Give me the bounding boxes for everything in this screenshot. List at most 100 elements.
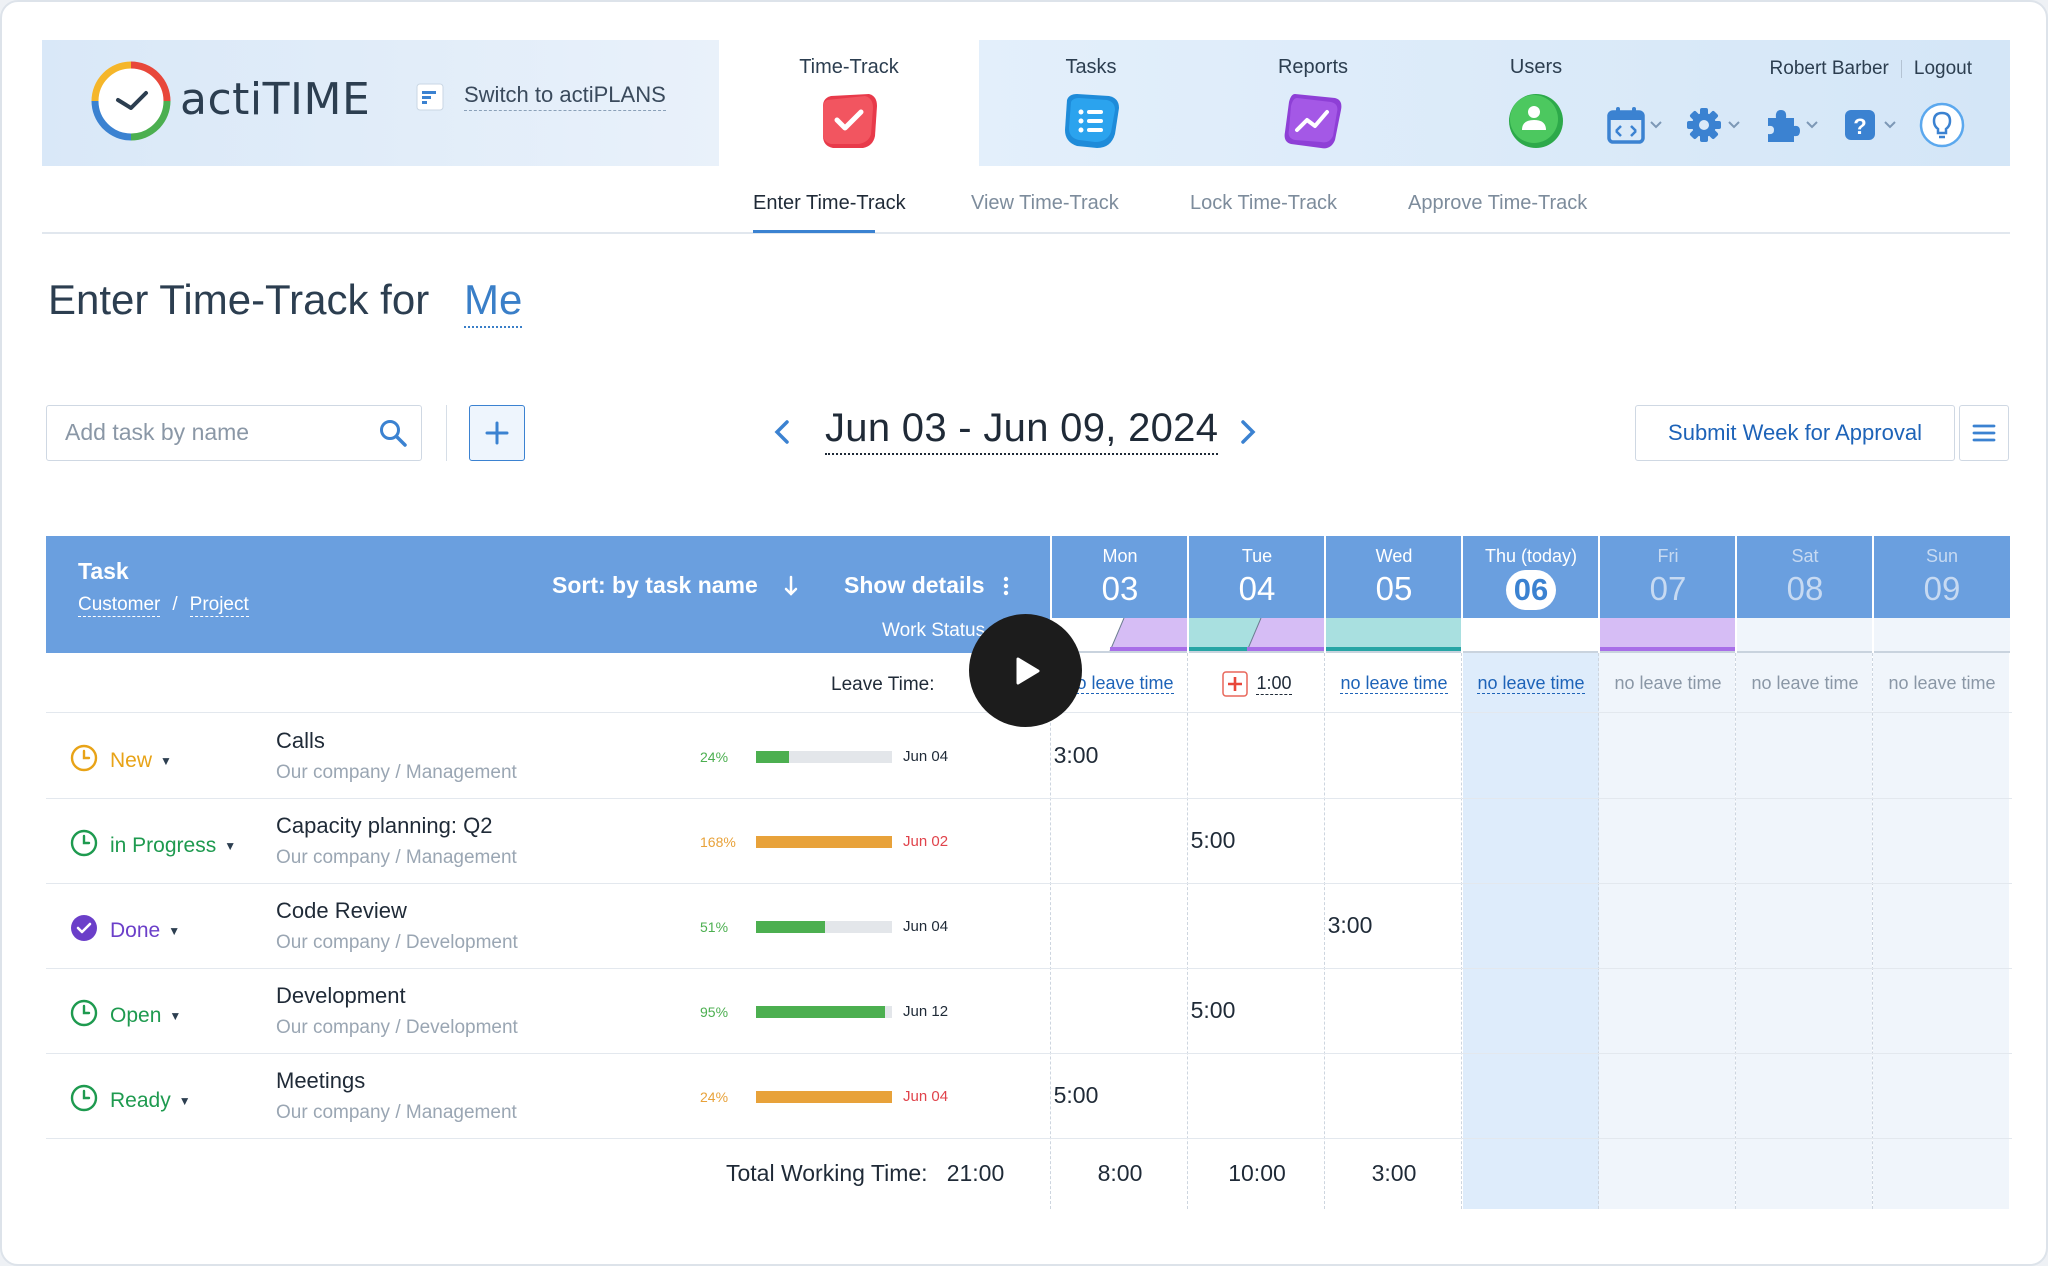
lightbulb-icon bbox=[1919, 102, 1965, 148]
play-icon bbox=[1016, 657, 1039, 684]
status-selector[interactable]: Open ▼ bbox=[70, 999, 181, 1033]
toolbar-divider bbox=[446, 405, 447, 461]
tab-reports[interactable]: Reports bbox=[1233, 56, 1393, 152]
subtab-approve-time-track[interactable]: Approve Time-Track bbox=[1408, 192, 1588, 214]
status-selector[interactable]: Done ▼ bbox=[70, 914, 180, 948]
status-label: in Progress bbox=[110, 834, 217, 857]
progress-fill bbox=[756, 1006, 886, 1018]
leave-value[interactable]: 1:00 bbox=[1256, 673, 1292, 695]
table-row: Done ▼ Code Review Our company / Developmen… bbox=[46, 884, 2012, 969]
task-name[interactable]: Code Review bbox=[276, 898, 407, 923]
video-play-button[interactable] bbox=[969, 614, 1082, 727]
progress-percent: 24% bbox=[700, 1089, 729, 1105]
user-name[interactable]: Robert Barber bbox=[1769, 58, 1889, 79]
day-header-thu-today: Thu (today) 06 bbox=[1463, 536, 1599, 653]
grid-line bbox=[1324, 653, 1325, 1209]
search-icon[interactable] bbox=[379, 419, 407, 452]
day-number: 04 bbox=[1238, 570, 1276, 607]
status-clock-icon bbox=[70, 999, 98, 1033]
time-cell[interactable]: 5:00 bbox=[1190, 827, 1236, 853]
leave-entry-icon bbox=[1222, 671, 1249, 697]
time-cell[interactable]: 3:00 bbox=[1327, 912, 1373, 938]
total-mon: 8:00 bbox=[1097, 1160, 1143, 1186]
task-name[interactable]: Meetings bbox=[276, 1068, 366, 1093]
day-header-tue: Tue 04 bbox=[1189, 536, 1325, 653]
status-selector[interactable]: in Progress ▼ bbox=[70, 829, 236, 863]
leave-cell-thu[interactable]: no leave time bbox=[1463, 673, 1599, 694]
progress-bar bbox=[756, 1006, 892, 1018]
due-date: Jun 04 bbox=[903, 918, 949, 935]
prev-week-button[interactable] bbox=[772, 415, 792, 454]
user-selector[interactable]: Me bbox=[464, 276, 523, 328]
logo-clock-icon[interactable] bbox=[90, 60, 172, 142]
show-details-control[interactable]: Show details bbox=[844, 572, 1009, 599]
task-name[interactable]: Capacity planning: Q2 bbox=[276, 813, 493, 838]
leave-cell-sat: no leave time bbox=[1737, 673, 1873, 694]
status-selector[interactable]: Ready ▼ bbox=[70, 1084, 191, 1118]
leave-link[interactable]: no leave time bbox=[1477, 673, 1585, 694]
options-menu-button[interactable] bbox=[1959, 405, 2009, 461]
status-selector[interactable]: New ▼ bbox=[70, 744, 172, 778]
leave-cell-fri: no leave time bbox=[1600, 673, 1736, 694]
day-header-sun: Sun 09 bbox=[1874, 536, 2010, 653]
subtab-enter-time-track[interactable]: Enter Time-Track bbox=[753, 192, 906, 214]
switch-product-link[interactable]: Switch to actiPLANS bbox=[416, 82, 666, 111]
task-name[interactable]: Development bbox=[276, 983, 406, 1008]
total-label-text: Total Working Time: bbox=[726, 1160, 928, 1186]
subtab-lock-time-track[interactable]: Lock Time-Track bbox=[1190, 192, 1338, 214]
plus-icon bbox=[485, 421, 509, 445]
show-details-label: Show details bbox=[844, 572, 985, 598]
due-date: Jun 12 bbox=[903, 1003, 949, 1020]
tips-button[interactable] bbox=[1918, 102, 1966, 148]
logout-link[interactable]: Logout bbox=[1913, 58, 1972, 79]
time-cell[interactable]: 5:00 bbox=[1053, 1082, 1099, 1108]
progress-fill bbox=[756, 751, 789, 763]
day-number: 08 bbox=[1786, 570, 1824, 607]
grid-line bbox=[1872, 653, 1873, 1209]
leave-cell-sun: no leave time bbox=[1874, 673, 2010, 694]
day-header-sat: Sat 08 bbox=[1737, 536, 1873, 653]
top-header: actiTIME Switch to actiPLANS Time-Track bbox=[42, 40, 2010, 166]
leave-time-row: Leave Time: no leave time 1:00 no leave … bbox=[46, 653, 2012, 713]
day-name: Wed bbox=[1375, 546, 1413, 566]
calendar-menu[interactable] bbox=[1606, 106, 1662, 144]
work-status-cell bbox=[1737, 618, 1873, 653]
time-cell[interactable]: 5:00 bbox=[1190, 997, 1236, 1023]
column-divider bbox=[1598, 536, 1600, 653]
leave-cell-tue[interactable]: 1:00 bbox=[1189, 671, 1325, 697]
time-cell[interactable]: 3:00 bbox=[1053, 742, 1099, 768]
tab-time-track[interactable]: Time-Track bbox=[769, 56, 929, 152]
leave-link[interactable]: no leave time bbox=[1340, 673, 1448, 694]
switch-label: Switch to actiPLANS bbox=[464, 82, 666, 111]
brand-name[interactable]: actiTIME bbox=[180, 74, 371, 125]
nav-right-bg bbox=[979, 40, 2010, 166]
status-clock-icon bbox=[70, 744, 98, 778]
table-row: Ready ▼ Meetings Our company / Management 24… bbox=[46, 1054, 2012, 1139]
week-range-picker[interactable]: Jun 03 - Jun 09, 2024 bbox=[825, 406, 1219, 455]
leave-link[interactable]: no leave time bbox=[1066, 673, 1174, 694]
submit-week-button[interactable]: Submit Week for Approval bbox=[1635, 405, 1955, 461]
leave-cell-wed[interactable]: no leave time bbox=[1326, 673, 1462, 694]
project-sort-link[interactable]: Project bbox=[189, 594, 249, 617]
day-name: Thu (today) bbox=[1484, 546, 1578, 566]
next-week-button[interactable] bbox=[1238, 415, 1258, 454]
customer-sort-link[interactable]: Customer bbox=[78, 594, 161, 617]
settings-menu[interactable] bbox=[1684, 106, 1740, 144]
task-name[interactable]: Calls bbox=[276, 728, 325, 753]
add-task-input[interactable] bbox=[47, 406, 367, 459]
help-menu[interactable]: ? bbox=[1840, 106, 1896, 144]
caret-down-icon: ▼ bbox=[168, 924, 181, 938]
add-task-button[interactable] bbox=[469, 405, 525, 461]
tasks-list-icon bbox=[1065, 94, 1119, 148]
leave-cell-mon[interactable]: no leave time bbox=[1052, 673, 1188, 694]
due-date: Jun 02 bbox=[903, 833, 949, 850]
task-path: Our company / Management bbox=[276, 847, 517, 868]
work-status-label: Work Status bbox=[882, 620, 986, 641]
tab-users[interactable]: Users bbox=[1456, 56, 1616, 152]
addons-menu[interactable] bbox=[1762, 106, 1818, 144]
sort-control[interactable]: Sort: by task name bbox=[552, 572, 798, 599]
progress-percent: 51% bbox=[700, 919, 729, 935]
total-label: Total Working Time: 21:00 bbox=[726, 1160, 1004, 1187]
subtab-view-time-track[interactable]: View Time-Track bbox=[971, 192, 1119, 214]
tab-tasks[interactable]: Tasks bbox=[1011, 56, 1171, 152]
